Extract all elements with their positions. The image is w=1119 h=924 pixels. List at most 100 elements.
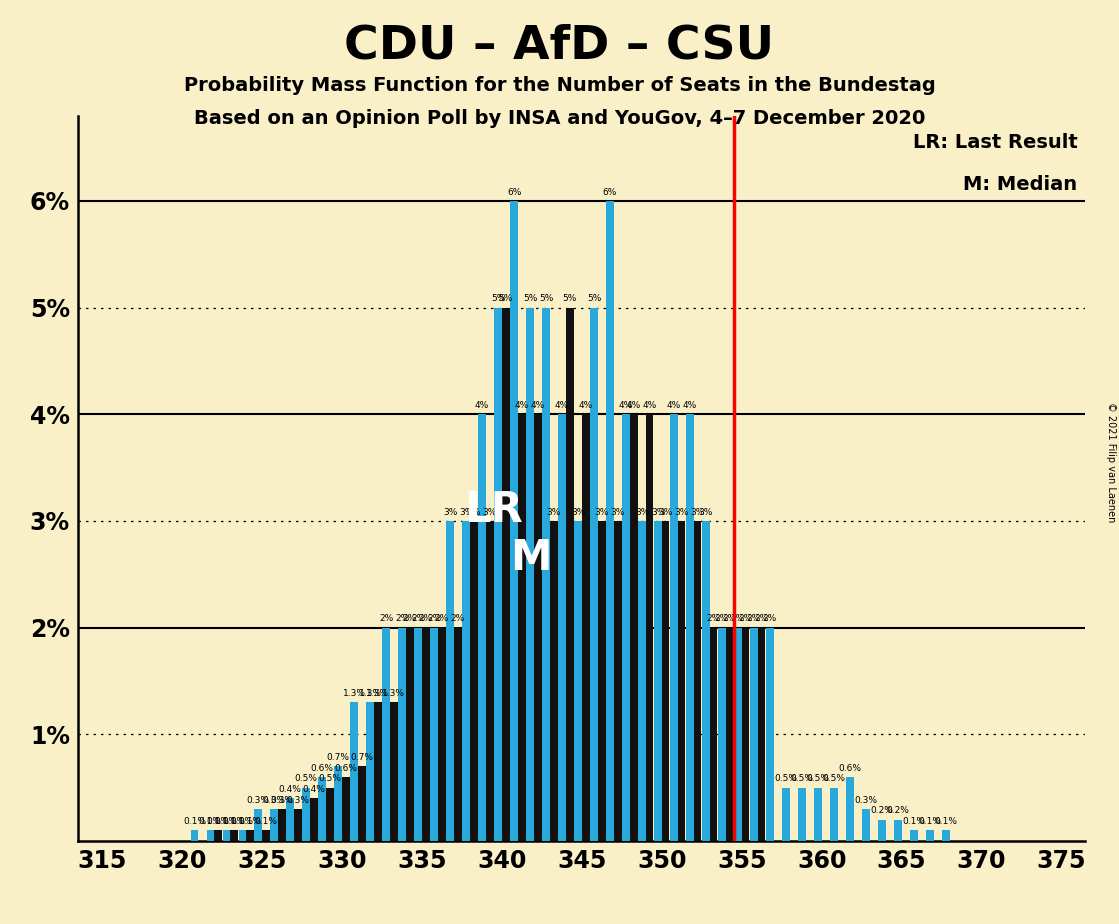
Bar xyxy=(661,521,669,841)
Bar xyxy=(734,627,742,841)
Text: 4%: 4% xyxy=(530,401,545,410)
Text: 0.6%: 0.6% xyxy=(311,763,333,772)
Bar xyxy=(326,787,333,841)
Bar xyxy=(279,808,285,841)
Bar xyxy=(574,521,582,841)
Text: 0.1%: 0.1% xyxy=(207,817,229,826)
Bar xyxy=(470,521,478,841)
Bar xyxy=(335,766,342,841)
Text: 0.6%: 0.6% xyxy=(335,763,357,772)
Text: 2%: 2% xyxy=(763,614,777,624)
Bar xyxy=(798,787,806,841)
Bar xyxy=(406,627,414,841)
Text: 0.1%: 0.1% xyxy=(215,817,238,826)
Bar xyxy=(670,414,678,841)
Bar xyxy=(702,521,709,841)
Bar xyxy=(262,830,270,841)
Bar xyxy=(231,830,238,841)
Text: CDU – AfD – CSU: CDU – AfD – CSU xyxy=(345,23,774,68)
Text: 3%: 3% xyxy=(571,507,585,517)
Text: 2%: 2% xyxy=(434,614,449,624)
Bar xyxy=(214,830,222,841)
Text: 0.2%: 0.2% xyxy=(886,807,910,815)
Text: 0.3%: 0.3% xyxy=(854,796,877,805)
Bar xyxy=(462,521,470,841)
Bar xyxy=(246,830,254,841)
Text: 4%: 4% xyxy=(642,401,657,410)
Text: 0.3%: 0.3% xyxy=(247,796,270,805)
Text: 3%: 3% xyxy=(651,507,665,517)
Text: 3%: 3% xyxy=(594,507,609,517)
Text: LR: LR xyxy=(464,489,524,531)
Text: Probability Mass Function for the Number of Seats in the Bundestag: Probability Mass Function for the Number… xyxy=(184,76,935,95)
Text: 2%: 2% xyxy=(403,614,417,624)
Text: LR: Last Result: LR: Last Result xyxy=(913,133,1078,152)
Bar xyxy=(878,820,885,841)
Text: 3%: 3% xyxy=(482,507,497,517)
Text: 3%: 3% xyxy=(698,507,713,517)
Text: 3%: 3% xyxy=(467,507,481,517)
Text: 3%: 3% xyxy=(443,507,458,517)
Bar xyxy=(190,830,198,841)
Bar xyxy=(830,787,838,841)
Text: 2%: 2% xyxy=(746,614,761,624)
Text: 1.3%: 1.3% xyxy=(383,689,405,698)
Text: 1.3%: 1.3% xyxy=(342,689,366,698)
Text: 4%: 4% xyxy=(667,401,681,410)
Bar xyxy=(358,766,366,841)
Text: 0.1%: 0.1% xyxy=(254,817,278,826)
Bar xyxy=(606,201,614,841)
Bar xyxy=(925,830,933,841)
Bar xyxy=(543,308,549,841)
Bar xyxy=(391,702,397,841)
Text: 2%: 2% xyxy=(411,614,425,624)
Text: 0.4%: 0.4% xyxy=(279,784,302,794)
Text: 0.1%: 0.1% xyxy=(182,817,206,826)
Text: 4%: 4% xyxy=(579,401,593,410)
Text: 4%: 4% xyxy=(555,401,570,410)
Bar xyxy=(646,414,653,841)
Text: 2%: 2% xyxy=(739,614,753,624)
Bar xyxy=(782,787,790,841)
Bar xyxy=(271,808,279,841)
Text: 1.3%: 1.3% xyxy=(359,689,382,698)
Bar xyxy=(750,627,758,841)
Bar xyxy=(526,308,534,841)
Text: 0.5%: 0.5% xyxy=(774,774,798,784)
Text: 2%: 2% xyxy=(379,614,394,624)
Bar xyxy=(846,777,854,841)
Text: 0.5%: 0.5% xyxy=(822,774,845,784)
Text: 0.1%: 0.1% xyxy=(223,817,245,826)
Bar xyxy=(238,830,246,841)
Bar xyxy=(742,627,750,841)
Text: 0.1%: 0.1% xyxy=(199,817,222,826)
Text: 5%: 5% xyxy=(586,294,601,303)
Bar xyxy=(510,201,518,841)
Bar xyxy=(614,521,621,841)
Text: 5%: 5% xyxy=(539,294,553,303)
Bar xyxy=(374,702,382,841)
Bar xyxy=(398,627,406,841)
Bar xyxy=(414,627,422,841)
Bar xyxy=(622,414,630,841)
Bar xyxy=(862,808,869,841)
Bar xyxy=(630,414,638,841)
Bar xyxy=(294,808,302,841)
Text: 2%: 2% xyxy=(715,614,730,624)
Bar xyxy=(223,830,231,841)
Text: 0.3%: 0.3% xyxy=(286,796,310,805)
Text: 0.3%: 0.3% xyxy=(263,796,285,805)
Bar xyxy=(638,521,646,841)
Bar xyxy=(549,521,557,841)
Text: 3%: 3% xyxy=(611,507,624,517)
Bar xyxy=(207,830,214,841)
Bar xyxy=(319,777,326,841)
Bar xyxy=(686,414,694,841)
Bar xyxy=(286,798,294,841)
Bar xyxy=(566,308,574,841)
Text: 0.5%: 0.5% xyxy=(807,774,829,784)
Text: 0.1%: 0.1% xyxy=(231,817,254,826)
Bar xyxy=(942,830,950,841)
Text: 2%: 2% xyxy=(723,614,736,624)
Text: 2%: 2% xyxy=(419,614,433,624)
